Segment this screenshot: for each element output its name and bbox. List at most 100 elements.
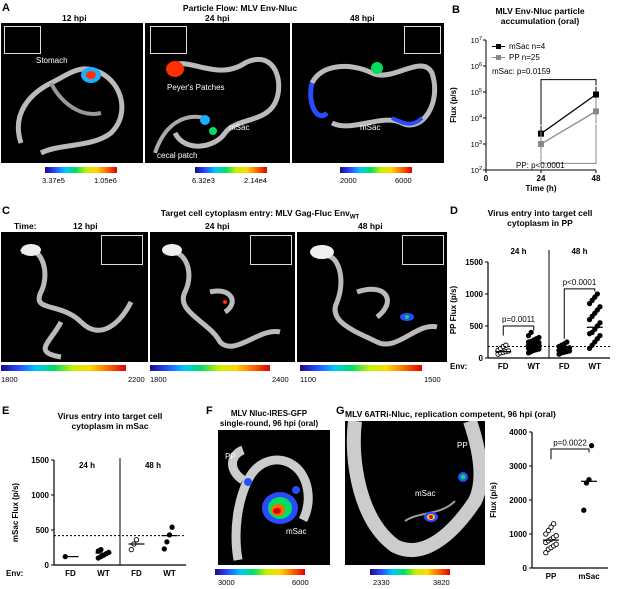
annotation-pp: PP: p<0.0001 bbox=[516, 161, 565, 170]
data-point bbox=[548, 524, 554, 530]
panel-a-inset-12 bbox=[4, 26, 41, 54]
panel-c-cb-min-12: 1800 bbox=[1, 375, 18, 384]
y-axis-label: Flux (p/s) bbox=[489, 482, 498, 518]
y-tick-label: 500 bbox=[470, 322, 484, 331]
panel-f-cb-max: 6000 bbox=[292, 578, 309, 587]
y-tick-exponent: 2 bbox=[479, 166, 482, 172]
data-point bbox=[564, 339, 570, 345]
y-tick-label: 1000 bbox=[509, 530, 527, 539]
annotation-msac: mSac: p=0.0159 bbox=[492, 67, 551, 76]
panel-c-time-24: 24 hpi bbox=[205, 221, 230, 231]
panel-c-cb-max-48: 1500 bbox=[424, 375, 441, 384]
y-tick-label: 107 bbox=[471, 36, 482, 45]
panel-c-time-label: Time: bbox=[14, 221, 37, 231]
panel-a-time-48: 48 hpi bbox=[350, 13, 375, 23]
panel-g-title: MLV 6ATRi-Nluc, replication competent, 9… bbox=[345, 409, 556, 419]
panel-c-image-12hpi bbox=[1, 232, 148, 362]
data-point bbox=[169, 524, 175, 530]
panel-c-colorbar-48 bbox=[300, 365, 422, 371]
y-tick-label: 4000 bbox=[509, 428, 527, 437]
data-point bbox=[550, 521, 557, 527]
data-point bbox=[543, 531, 549, 537]
data-point bbox=[597, 320, 603, 326]
data-point bbox=[536, 334, 542, 341]
annotation-48h: p<0.0001 bbox=[563, 278, 597, 287]
y-tick-label: 103 bbox=[471, 140, 482, 149]
bracket-pp bbox=[540, 124, 597, 164]
data-point bbox=[597, 304, 603, 310]
panel-d-title-1: Virus entry into target cell bbox=[487, 208, 593, 218]
panel-g-cb-min: 2330 bbox=[373, 578, 390, 587]
bracket-24h bbox=[502, 325, 535, 336]
label-msac-24: mSac bbox=[229, 123, 250, 132]
panel-label-d: D bbox=[450, 205, 458, 217]
panel-a-cb-min-12: 3.37e5 bbox=[42, 176, 65, 185]
panel-a-image-48hpi: mSac bbox=[292, 23, 444, 163]
panel-c-colorbar-12 bbox=[1, 365, 126, 371]
panel-f-colorbar bbox=[215, 569, 305, 575]
label-peyers-patches: Peyer's Patches bbox=[167, 83, 225, 92]
panel-a-colorbar-12 bbox=[45, 167, 117, 173]
data-point bbox=[128, 546, 134, 553]
panel-label-c: C bbox=[2, 205, 10, 217]
x-tick-label: FD bbox=[559, 362, 570, 371]
panel-c-cb-max-12: 2200 bbox=[128, 375, 145, 384]
y-tick-label: 1500 bbox=[465, 258, 483, 267]
y-tick-exponent: 3 bbox=[479, 140, 482, 146]
panel-c-inset-12 bbox=[101, 235, 143, 265]
y-axis-label: Flux (p/s) bbox=[449, 87, 458, 123]
panel-c-title-main: Target cell cytoplasm entry: MLV Gag-Flu… bbox=[160, 208, 350, 218]
panel-e-title-1: Virus entry into target cell bbox=[57, 411, 163, 421]
y-tick-label: 106 bbox=[471, 62, 482, 71]
panel-a-cb-max-48: 6000 bbox=[395, 176, 412, 185]
annotation-g: p=0.0022 bbox=[553, 439, 587, 448]
panel-c-time-48: 48 hpi bbox=[358, 221, 383, 231]
annotation-24h: p=0.0011 bbox=[502, 315, 536, 324]
data-point bbox=[164, 539, 170, 545]
chart-e: 0 500 1000 1500 mSac Flux (p/s) FD WT FD WT Env: 2… bbox=[6, 456, 186, 578]
data-point bbox=[553, 541, 559, 547]
panel-c-cb-min-48: 1100 bbox=[300, 375, 317, 384]
y-axis-label: mSac Flux (p/s) bbox=[11, 483, 20, 542]
y-tick-exponent: 5 bbox=[479, 88, 482, 94]
time-label: 24 h bbox=[510, 247, 526, 256]
data-point bbox=[593, 91, 599, 98]
series-line bbox=[540, 93, 597, 135]
panel-c-inset-48 bbox=[402, 235, 444, 265]
panel-a-image-12hpi: Stomach bbox=[1, 23, 143, 163]
panel-a-image-24hpi: Peyer's Patches mSac cecal patch bbox=[145, 23, 290, 163]
data-point bbox=[166, 532, 173, 538]
groups-label: Env: bbox=[450, 362, 467, 371]
time-label: 48 h bbox=[145, 461, 161, 470]
data-point bbox=[588, 442, 595, 449]
panel-a-title: Particle Flow: MLV Env-Nluc bbox=[182, 3, 298, 13]
data-point bbox=[553, 533, 559, 539]
y-tick-label: 1000 bbox=[31, 491, 49, 500]
panel-label-g: G bbox=[336, 405, 345, 417]
panel-label-f: F bbox=[206, 405, 213, 417]
y-axis-label: PP Flux (p/s) bbox=[449, 286, 458, 335]
panel-f-cb-min: 3000 bbox=[218, 578, 235, 587]
panel-a-colorbar-48 bbox=[340, 167, 412, 173]
panel-a-inset-24 bbox=[150, 26, 187, 54]
chart-g: 0 1000 2000 3000 4000 Flux (p/s) PP mSac p=0.002… bbox=[489, 428, 608, 581]
panel-f-label-msac: mSac bbox=[286, 527, 307, 536]
panel-f-label-pp: PP bbox=[225, 452, 236, 461]
data-point bbox=[98, 546, 104, 553]
x-tick-label: WT bbox=[528, 362, 541, 371]
x-tick-label: WT bbox=[163, 569, 176, 578]
x-tick-label: 24 bbox=[537, 174, 546, 183]
panel-c-time-12: 12 hpi bbox=[73, 221, 98, 231]
y-tick-label: 102 bbox=[471, 166, 482, 175]
data-point bbox=[543, 550, 549, 556]
panel-a-cb-min-24: 6.32e3 bbox=[192, 176, 215, 185]
panel-c-image-48hpi bbox=[297, 232, 447, 362]
bracket-msac bbox=[540, 79, 597, 125]
data-point bbox=[581, 507, 587, 513]
panel-a-cb-max-24: 2.14e4 bbox=[244, 176, 267, 185]
panel-g-label-msac: mSac bbox=[415, 489, 436, 498]
chart-d: 0 500 1000 1500 PP Flux (p/s) FD WT FD WT Env: 24 … bbox=[449, 247, 610, 371]
y-tick-exponent: 7 bbox=[479, 36, 482, 42]
x-tick-label: 48 bbox=[592, 174, 601, 183]
